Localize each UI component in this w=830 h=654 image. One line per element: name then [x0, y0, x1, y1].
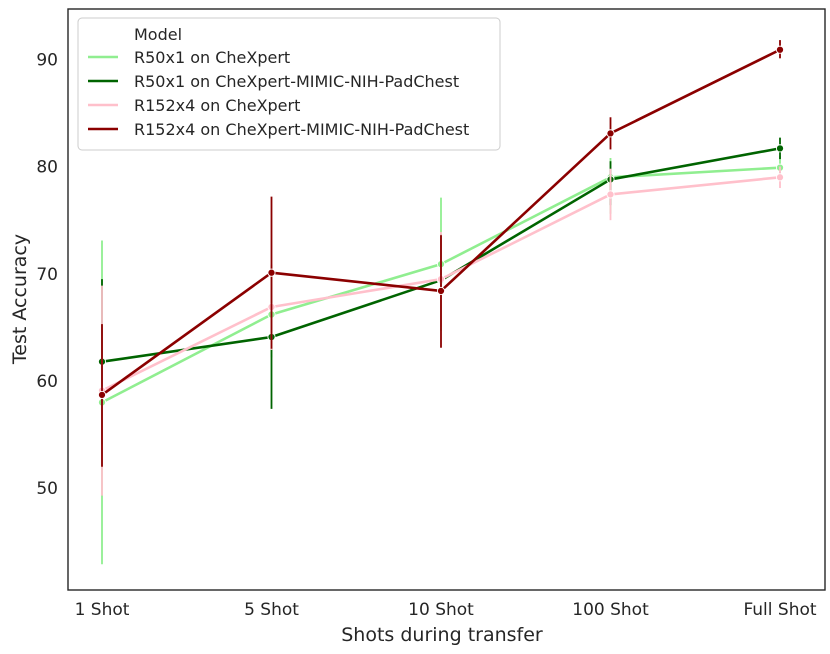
- x-axis-label: Shots during transfer: [341, 624, 543, 646]
- legend-label: R50x1 on CheXpert: [134, 48, 290, 67]
- data-point: [267, 268, 276, 277]
- data-point: [775, 173, 785, 182]
- x-tick-label: 5 Shot: [244, 600, 299, 620]
- data-point: [606, 129, 615, 138]
- y-tick-label: 80: [36, 158, 58, 178]
- data-point: [97, 390, 107, 399]
- legend-label: R152x4 on CheXpert-MIMIC-NIH-PadChest: [134, 120, 469, 139]
- y-tick-labels: 50 60 70 80 90: [36, 50, 58, 499]
- x-tick-label: 1 Shot: [75, 600, 130, 620]
- y-tick-label: 90: [36, 50, 58, 70]
- data-point: [436, 286, 446, 295]
- series-group: [97, 40, 785, 467]
- x-tick-label: Full Shot: [743, 600, 816, 620]
- y-tick-label: 70: [36, 265, 58, 285]
- data-point: [606, 190, 615, 199]
- legend-title: Model: [134, 25, 182, 44]
- legend-label: R50x1 on CheXpert-MIMIC-NIH-PadChest: [134, 72, 459, 91]
- x-tick-label: 100 Shot: [572, 600, 649, 620]
- legend-items: R50x1 on CheXpert R50x1 on CheXpert-MIMIC…: [88, 48, 469, 139]
- y-tick-label: 50: [36, 479, 58, 499]
- y-axis-label: Test Accuracy: [9, 234, 31, 365]
- legend-label: R152x4 on CheXpert: [134, 96, 300, 115]
- data-point: [775, 144, 785, 153]
- y-tick-label: 60: [36, 372, 58, 392]
- data-point: [775, 45, 785, 54]
- legend-box: [77, 17, 501, 151]
- x-tick-label: 10 Shot: [408, 600, 474, 620]
- series-layer: [97, 40, 785, 565]
- x-tick-labels: 1 Shot 5 Shot 10 Shot 100 Shot Full Shot: [75, 600, 817, 620]
